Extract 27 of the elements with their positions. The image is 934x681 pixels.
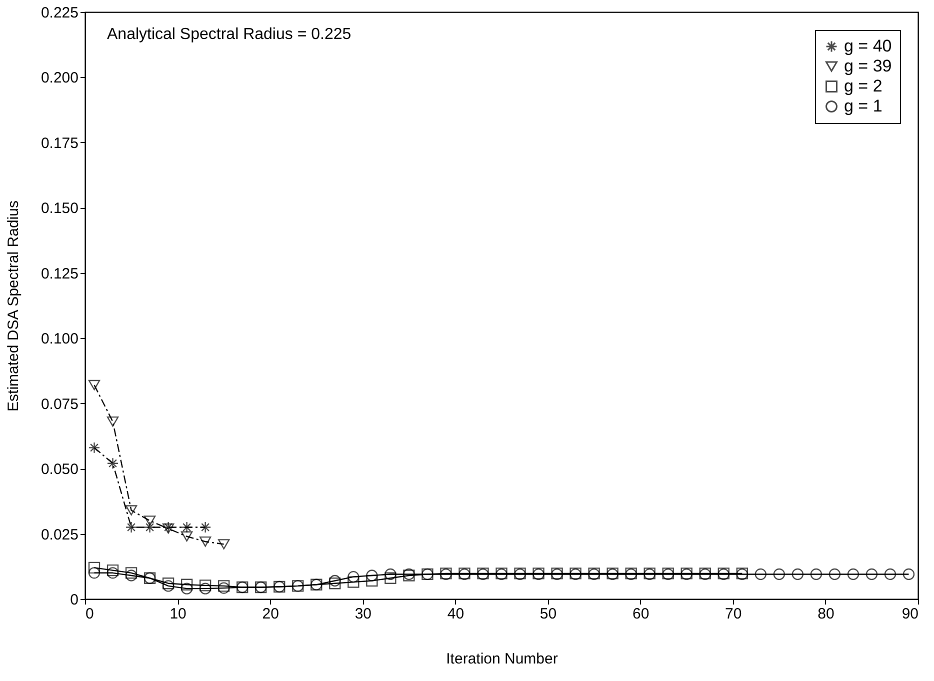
x-tick-label: 60 <box>632 606 650 622</box>
legend-label: g = 39 <box>844 56 892 76</box>
y-tick-label: 0.025 <box>40 526 78 544</box>
y-tick-label: 0.225 <box>40 4 78 22</box>
y-tick-label: 0.175 <box>40 134 78 152</box>
y-tick-label: 0.100 <box>40 330 78 348</box>
x-axis-title: Iteration Number <box>446 650 558 668</box>
y-tick-label: 0.050 <box>40 461 78 478</box>
y-tick-label: 0.075 <box>40 396 78 413</box>
x-tick-label: 20 <box>262 606 279 622</box>
y-tick-label: 0.200 <box>40 70 78 87</box>
x-tick-label: 10 <box>170 606 186 622</box>
y-axis-title: Estimated DSA Spectral Radius <box>4 200 22 412</box>
x-tick-label: 70 <box>725 606 742 622</box>
annotation: Analytical Spectral Radius = 0.225 <box>107 26 352 43</box>
y-tick-label: 0.125 <box>40 265 78 282</box>
legend-label: g = 2 <box>844 76 882 96</box>
legend-label: g = 40 <box>844 36 892 56</box>
x-tick-label: 50 <box>540 606 557 622</box>
x-tick-label: 80 <box>818 606 834 622</box>
y-tick-label: 0.150 <box>40 200 78 218</box>
x-tick-label: 0 <box>86 606 94 622</box>
legend-label: g = 1 <box>844 96 882 116</box>
x-tick-label: 90 <box>902 606 918 622</box>
x-tick-label: 30 <box>354 606 372 622</box>
y-tick-label: 0 <box>70 592 78 608</box>
x-tick-label: 40 <box>447 606 464 622</box>
